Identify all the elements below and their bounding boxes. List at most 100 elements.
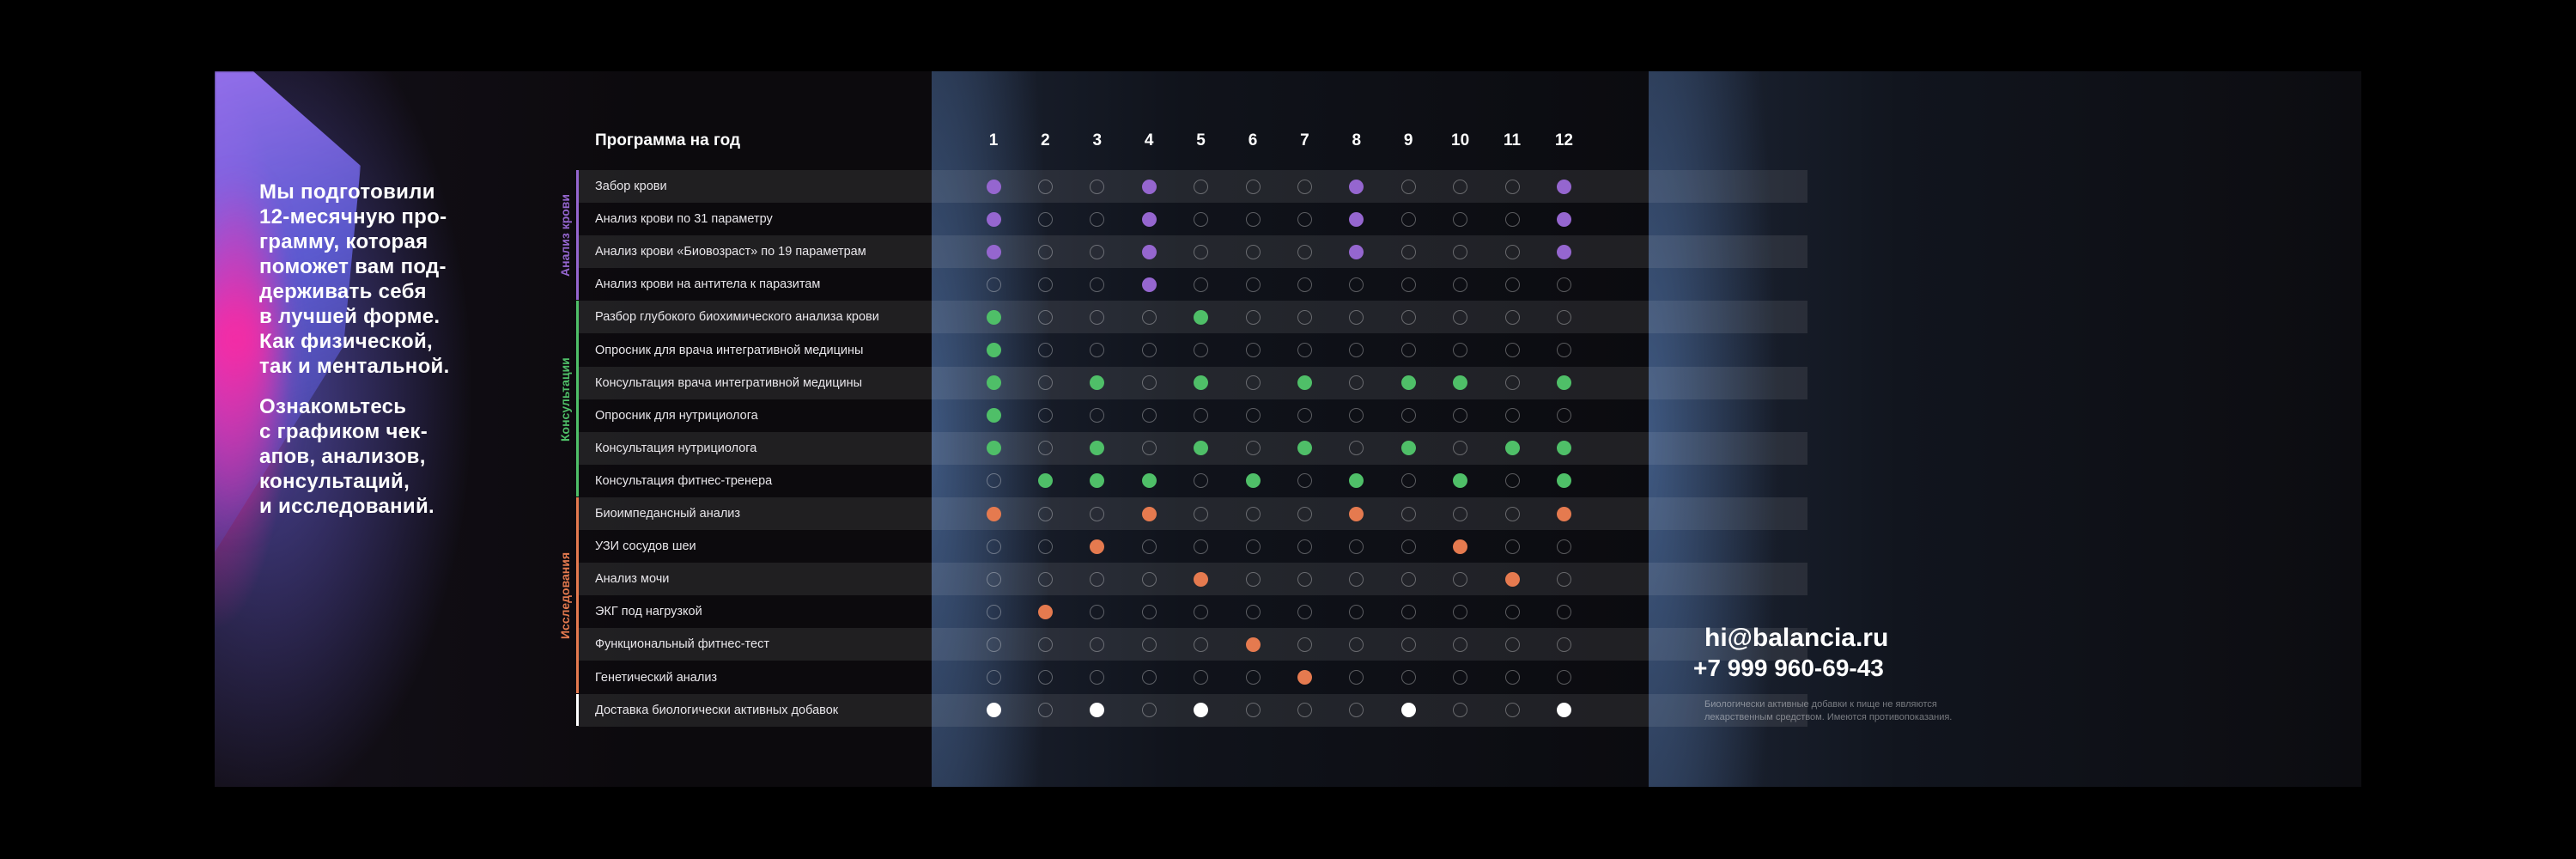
empty-dot bbox=[1194, 506, 1209, 521]
scheduled-dot bbox=[1297, 670, 1312, 685]
decorative-glow bbox=[215, 174, 275, 535]
empty-dot bbox=[1349, 309, 1364, 325]
empty-dot bbox=[1141, 637, 1157, 652]
empty-dot bbox=[1556, 539, 1571, 554]
empty-dot bbox=[1297, 179, 1312, 194]
empty-dot bbox=[1194, 604, 1209, 619]
empty-dot bbox=[1090, 277, 1105, 292]
schedule-row: Анализ крови по 31 параметру bbox=[578, 203, 1807, 235]
contact-phone[interactable]: +7 999 960-69-43 bbox=[1693, 655, 1884, 681]
empty-dot bbox=[1090, 604, 1105, 619]
scheduled-dot bbox=[1453, 539, 1468, 554]
scheduled-dot bbox=[1400, 441, 1416, 456]
empty-dot bbox=[1400, 309, 1416, 325]
empty-dot bbox=[1297, 539, 1312, 554]
empty-dot bbox=[1504, 309, 1520, 325]
scheduled-dot bbox=[1556, 375, 1571, 391]
schedule-row: Функциональный фитнес-тест bbox=[578, 628, 1807, 661]
empty-dot bbox=[1504, 604, 1520, 619]
empty-dot bbox=[1400, 473, 1416, 489]
empty-dot bbox=[1245, 441, 1261, 456]
empty-dot bbox=[1245, 539, 1261, 554]
empty-dot bbox=[1194, 539, 1209, 554]
scheduled-dot bbox=[1090, 441, 1105, 456]
empty-dot bbox=[1400, 539, 1416, 554]
scheduled-dot bbox=[1556, 244, 1571, 259]
empty-dot bbox=[1504, 211, 1520, 227]
empty-dot bbox=[1297, 408, 1312, 423]
empty-dot bbox=[1090, 670, 1105, 685]
schedule-row: Анализ мочи bbox=[578, 563, 1807, 596]
scheduled-dot bbox=[1453, 473, 1468, 489]
empty-dot bbox=[1453, 211, 1468, 227]
empty-dot bbox=[1297, 309, 1312, 325]
scheduled-dot bbox=[986, 211, 1001, 227]
scheduled-dot bbox=[1556, 211, 1571, 227]
empty-dot bbox=[1037, 441, 1053, 456]
empty-dot bbox=[1245, 277, 1261, 292]
empty-dot bbox=[1090, 571, 1105, 587]
empty-dot bbox=[1245, 408, 1261, 423]
group-bar bbox=[576, 497, 579, 693]
empty-dot bbox=[1245, 506, 1261, 521]
empty-dot bbox=[1400, 637, 1416, 652]
empty-dot bbox=[1245, 343, 1261, 357]
scheduled-dot bbox=[1349, 211, 1364, 227]
empty-dot bbox=[1141, 441, 1157, 456]
empty-dot bbox=[1141, 539, 1157, 554]
schedule-row: Биоимпедансный анализ bbox=[578, 497, 1807, 530]
empty-dot bbox=[1453, 604, 1468, 619]
scheduled-dot bbox=[1349, 244, 1364, 259]
empty-dot bbox=[986, 571, 1001, 587]
schedule-row-label: Опросник для нутрициолога bbox=[595, 408, 758, 423]
scheduled-dot bbox=[1141, 277, 1157, 292]
scheduled-dot bbox=[1141, 506, 1157, 521]
schedule-row-label: Забор крови bbox=[595, 180, 667, 193]
month-header-8: 8 bbox=[1352, 131, 1362, 149]
empty-dot bbox=[1297, 211, 1312, 227]
group-bar bbox=[576, 170, 579, 301]
empty-dot bbox=[1141, 343, 1157, 357]
empty-dot bbox=[1037, 539, 1053, 554]
group-bar-supplements bbox=[576, 693, 579, 726]
empty-dot bbox=[1453, 703, 1468, 718]
scheduled-dot bbox=[986, 703, 1001, 718]
empty-dot bbox=[1245, 211, 1261, 227]
schedule-row-label: Анализ мочи bbox=[595, 572, 670, 587]
empty-dot bbox=[1556, 571, 1571, 587]
left-panel bbox=[215, 71, 932, 787]
empty-dot bbox=[1245, 244, 1261, 259]
empty-dot bbox=[1556, 604, 1571, 619]
scheduled-dot bbox=[1141, 211, 1157, 227]
empty-dot bbox=[1194, 244, 1209, 259]
empty-dot bbox=[1453, 670, 1468, 685]
empty-dot bbox=[1453, 179, 1468, 194]
empty-dot bbox=[1400, 506, 1416, 521]
empty-dot bbox=[1504, 703, 1520, 718]
empty-dot bbox=[986, 637, 1001, 652]
contact-email[interactable]: hi@balancia.ru bbox=[1704, 624, 1889, 652]
empty-dot bbox=[1504, 244, 1520, 259]
scheduled-dot bbox=[1090, 539, 1105, 554]
empty-dot bbox=[1194, 473, 1209, 489]
empty-dot bbox=[986, 539, 1001, 554]
month-header-12: 12 bbox=[1554, 131, 1573, 149]
empty-dot bbox=[1037, 343, 1053, 357]
month-header-9: 9 bbox=[1403, 131, 1413, 149]
empty-dot bbox=[1037, 244, 1053, 259]
empty-dot bbox=[1141, 670, 1157, 685]
scheduled-dot bbox=[986, 244, 1001, 259]
schedule-row: Опросник для врача интегративной медицин… bbox=[578, 334, 1807, 367]
empty-dot bbox=[1349, 670, 1364, 685]
group-bar bbox=[576, 301, 579, 497]
empty-dot bbox=[1504, 179, 1520, 194]
scheduled-dot bbox=[1194, 309, 1209, 325]
empty-dot bbox=[1090, 211, 1105, 227]
scheduled-dot bbox=[1556, 703, 1571, 718]
scheduled-dot bbox=[1349, 473, 1364, 489]
empty-dot bbox=[1297, 506, 1312, 521]
empty-dot bbox=[1037, 211, 1053, 227]
schedule-row-label: ЭКГ под нагрузкой bbox=[595, 605, 702, 619]
empty-dot bbox=[1090, 506, 1105, 521]
empty-dot bbox=[1504, 506, 1520, 521]
